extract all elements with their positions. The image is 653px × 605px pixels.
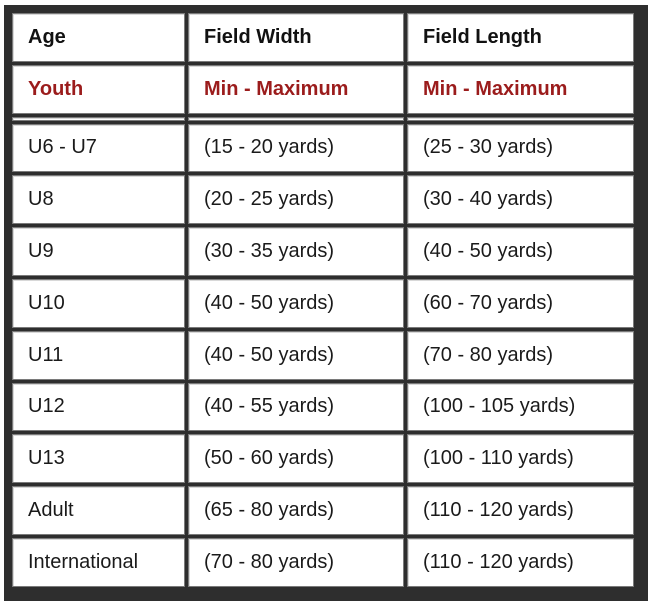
length-cell: (30 - 40 yards) — [407, 175, 634, 225]
length-cell: (110 - 120 yards) — [407, 486, 634, 536]
blank-cell — [188, 116, 404, 121]
blank-cell — [407, 116, 634, 121]
width-cell: (30 - 35 yards) — [188, 227, 404, 276]
blank-cell — [12, 116, 185, 121]
subheader-width-range: Min - Maximum — [188, 64, 404, 114]
age-cell: U12 — [12, 382, 185, 432]
blank-row — [12, 116, 634, 121]
age-cell: U10 — [12, 278, 185, 328]
length-cell: (70 - 80 yards) — [407, 330, 634, 380]
table-row: U9 (30 - 35 yards) (40 - 50 yards) — [12, 227, 634, 276]
table-row: U11 (40 - 50 yards) (70 - 80 yards) — [12, 330, 634, 380]
width-cell: (40 - 50 yards) — [188, 278, 404, 328]
length-cell: (110 - 120 yards) — [407, 538, 634, 587]
age-cell: U9 — [12, 227, 185, 276]
age-cell: International — [12, 538, 185, 587]
width-cell: (70 - 80 yards) — [188, 538, 404, 587]
header-field-length: Field Length — [407, 13, 634, 62]
table-row: Adult (65 - 80 yards) (110 - 120 yards) — [12, 486, 634, 536]
header-field-width: Field Width — [188, 13, 404, 62]
length-cell: (100 - 105 yards) — [407, 382, 634, 432]
length-cell: (40 - 50 yards) — [407, 227, 634, 276]
age-cell: U11 — [12, 330, 185, 380]
table-row: International (70 - 80 yards) (110 - 120… — [12, 538, 634, 587]
age-cell: U13 — [12, 434, 185, 484]
width-cell: (40 - 50 yards) — [188, 330, 404, 380]
table-row: U12 (40 - 55 yards) (100 - 105 yards) — [12, 382, 634, 432]
width-cell: (65 - 80 yards) — [188, 486, 404, 536]
header-age: Age — [12, 13, 185, 62]
table-row: U10 (40 - 50 yards) (60 - 70 yards) — [12, 278, 634, 328]
subheader-length-range: Min - Maximum — [407, 64, 634, 114]
subheader-row: Youth Min - Maximum Min - Maximum — [12, 64, 634, 114]
subheader-youth: Youth — [12, 64, 185, 114]
width-cell: (40 - 55 yards) — [188, 382, 404, 432]
length-cell: (100 - 110 yards) — [407, 434, 634, 484]
field-size-table: Age Field Width Field Length Youth Min -… — [9, 10, 637, 590]
length-cell: (60 - 70 yards) — [407, 278, 634, 328]
table-row: U6 - U7 (15 - 20 yards) (25 - 30 yards) — [12, 123, 634, 173]
table-row: U8 (20 - 25 yards) (30 - 40 yards) — [12, 175, 634, 225]
header-row: Age Field Width Field Length — [12, 13, 634, 62]
age-cell: U6 - U7 — [12, 123, 185, 173]
length-cell: (25 - 30 yards) — [407, 123, 634, 173]
width-cell: (20 - 25 yards) — [188, 175, 404, 225]
age-cell: Adult — [12, 486, 185, 536]
width-cell: (50 - 60 yards) — [188, 434, 404, 484]
table-row: U13 (50 - 60 yards) (100 - 110 yards) — [12, 434, 634, 484]
width-cell: (15 - 20 yards) — [188, 123, 404, 173]
age-cell: U8 — [12, 175, 185, 225]
table-frame: Age Field Width Field Length Youth Min -… — [4, 5, 648, 601]
